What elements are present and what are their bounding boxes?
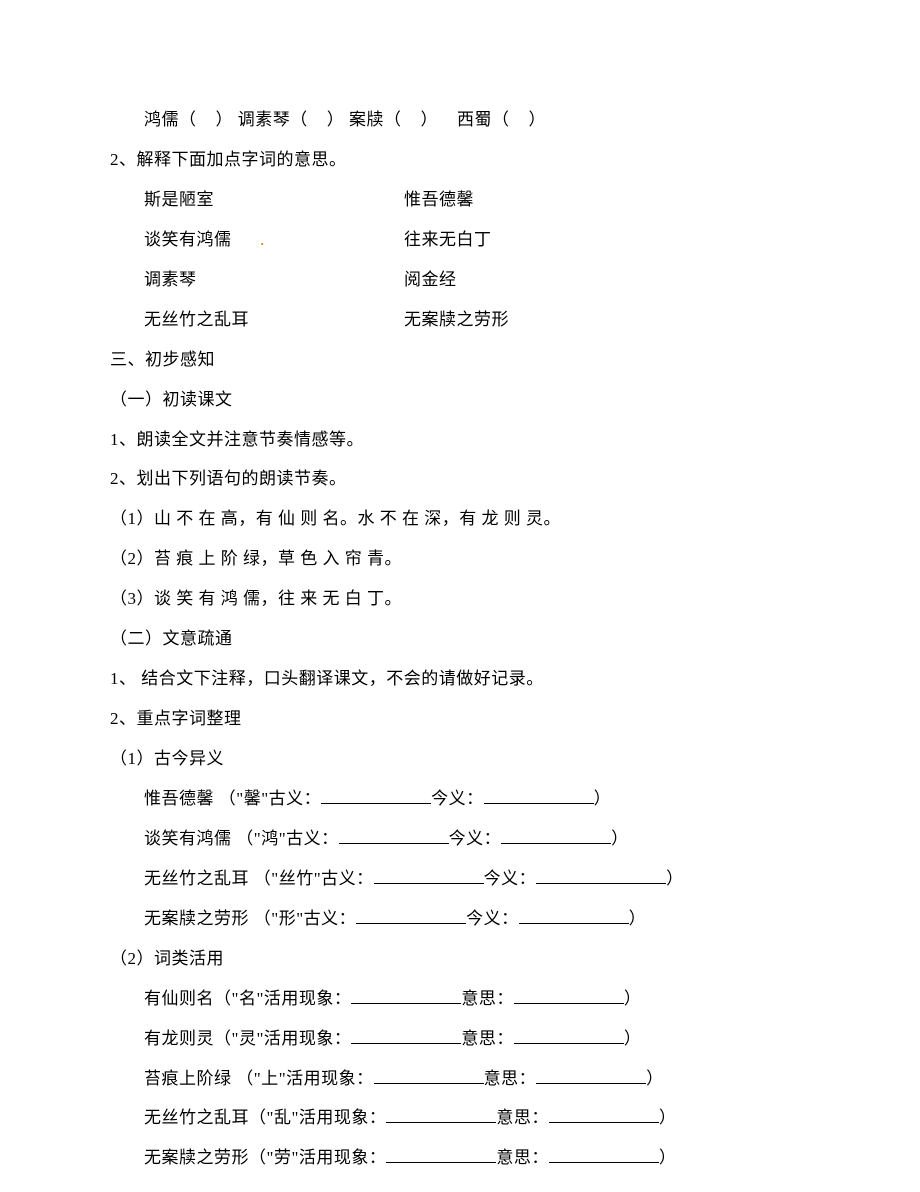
hl-text: ） xyxy=(624,989,642,1008)
q2-row: 谈笑有鸿儒 .往来无白丁 xyxy=(110,220,810,260)
paren: ） xyxy=(327,110,345,129)
dot-marker: . xyxy=(260,230,265,249)
hl-text: ） xyxy=(659,1148,677,1167)
hl-text: 意思： xyxy=(496,1148,549,1167)
fill-blank[interactable] xyxy=(501,825,611,844)
fill-blank[interactable] xyxy=(484,785,594,804)
q2-row: 斯是陋室惟吾德馨 xyxy=(110,180,810,220)
fill-blank[interactable] xyxy=(519,905,629,924)
fill-blank[interactable] xyxy=(514,1025,624,1044)
hl-text: 意思： xyxy=(461,989,514,1008)
hl-text: 意思： xyxy=(484,1069,537,1088)
fill-blank[interactable] xyxy=(386,1145,496,1164)
gj-text: 无丝竹之乱耳 （"丝竹"古义： xyxy=(144,869,374,888)
fill-blank[interactable] xyxy=(374,865,484,884)
term: 斯是陋室 xyxy=(144,180,404,220)
term: 调素琴 xyxy=(144,260,404,300)
hl-text: ） xyxy=(659,1108,677,1127)
gj-text: ） xyxy=(629,909,647,928)
term-text: 谈笑有鸿儒 xyxy=(144,230,232,249)
hl-text: 苔痕上阶绿 （"上"活用现象： xyxy=(144,1069,374,1088)
fill-blank[interactable] xyxy=(321,785,431,804)
term: 惟吾德馨 xyxy=(404,190,474,209)
term: 阅金经 xyxy=(404,270,457,289)
hl-text: 有仙则名（"名"活用现象： xyxy=(144,989,351,1008)
q2-row: 调素琴阅金经 xyxy=(110,260,810,300)
gj-row: 无案牍之劳形 （"形"古义： 今义： ） xyxy=(110,899,810,939)
gj-text: 今义： xyxy=(466,909,519,928)
term: 无案牍之劳形 xyxy=(404,310,509,329)
hl-row: 有仙则名（"名"活用现象： 意思： ） xyxy=(110,979,810,1019)
paren: ） xyxy=(529,110,547,129)
fill-blank[interactable] xyxy=(386,1105,496,1124)
gj-row: 惟吾德馨 （"馨"古义： 今义： ） xyxy=(110,779,810,819)
gj-text: ） xyxy=(666,869,684,888)
s3-part1: （一）初读课文 xyxy=(110,380,810,420)
word: 调素琴（ xyxy=(238,110,308,129)
gj-row: 无丝竹之乱耳 （"丝竹"古义： 今义： ） xyxy=(110,859,810,899)
hl-text: 意思： xyxy=(496,1108,549,1127)
hl-row: 无丝竹之乱耳（"乱"活用现象： 意思： ） xyxy=(110,1098,810,1138)
paren: ） xyxy=(216,110,234,129)
rhythm-3: （3）谈 笑 有 鸿 儒，往 来 无 白 丁。 xyxy=(110,579,810,619)
fill-blank[interactable] xyxy=(514,985,624,1004)
fill-blank[interactable] xyxy=(536,1065,646,1084)
word: 西蜀（ xyxy=(457,110,510,129)
hl-row: 无案牍之劳形（"劳"活用现象： 意思： ） xyxy=(110,1138,810,1178)
hl-text: 无丝竹之乱耳（"乱"活用现象： xyxy=(144,1108,386,1127)
hl-text: 无案牍之劳形（"劳"活用现象： xyxy=(144,1148,386,1167)
term: 往来无白丁 xyxy=(404,230,492,249)
rhythm-1: （1）山 不 在 高，有 仙 则 名。水 不 在 深，有 龙 则 灵。 xyxy=(110,499,810,539)
term: 无丝竹之乱耳 xyxy=(144,300,404,340)
gj-row: 谈笑有鸿儒 （"鸿"古义： 今义： ） xyxy=(110,819,810,859)
hl-text: 意思： xyxy=(461,1029,514,1048)
hl-row: 苔痕上阶绿 （"上"活用现象： 意思： ） xyxy=(110,1059,810,1099)
s3-title: 三、初步感知 xyxy=(110,340,810,380)
hl-row: 有龙则灵（"灵"活用现象： 意思： ） xyxy=(110,1019,810,1059)
fill-blank[interactable] xyxy=(351,985,461,1004)
fill-blank[interactable] xyxy=(549,1145,659,1164)
s3-p3: （1）古今异义 xyxy=(110,739,810,779)
s3-l2: 2、划出下列语句的朗读节奏。 xyxy=(110,459,810,499)
q2-title: 2、解释下面加点字词的意思。 xyxy=(110,140,810,180)
s3-part2: （二）文意疏通 xyxy=(110,619,810,659)
word: 鸿儒（ xyxy=(144,110,197,129)
fill-blank[interactable] xyxy=(351,1025,461,1044)
gj-text: ） xyxy=(594,789,612,808)
fill-blank[interactable] xyxy=(536,865,666,884)
s3-l3: 1、 结合文下注释，口头翻译课文，不会的请做好记录。 xyxy=(110,659,810,699)
pronunciation-row: 鸿儒（ ） 调素琴（ ） 案牍（ ） 西蜀（ ） xyxy=(110,100,810,140)
gj-text: 无案牍之劳形 （"形"古义： xyxy=(144,909,356,928)
word: 案牍（ xyxy=(349,110,402,129)
fill-blank[interactable] xyxy=(549,1105,659,1124)
gj-text: 今义： xyxy=(449,829,502,848)
hl-text: ） xyxy=(646,1069,664,1088)
fill-blank[interactable] xyxy=(374,1065,484,1084)
paren: ） xyxy=(421,110,439,129)
gj-text: 谈笑有鸿儒 （"鸿"古义： xyxy=(144,829,339,848)
rhythm-2: （2）苔 痕 上 阶 绿，草 色 入 帘 青。 xyxy=(110,539,810,579)
s3-l4: 2、重点字词整理 xyxy=(110,699,810,739)
term: 谈笑有鸿儒 . xyxy=(144,220,404,260)
hl-text: 有龙则灵（"灵"活用现象： xyxy=(144,1029,351,1048)
gj-text: 今义： xyxy=(431,789,484,808)
s3-l1: 1、朗读全文并注意节奏情感等。 xyxy=(110,420,810,460)
s3-p4: （2）词类活用 xyxy=(110,939,810,979)
hl-text: ） xyxy=(624,1029,642,1048)
q2-row: 无丝竹之乱耳无案牍之劳形 xyxy=(110,300,810,340)
gj-text: ） xyxy=(611,829,629,848)
fill-blank[interactable] xyxy=(356,905,466,924)
fill-blank[interactable] xyxy=(339,825,449,844)
gj-text: 惟吾德馨 （"馨"古义： xyxy=(144,789,321,808)
gj-text: 今义： xyxy=(484,869,537,888)
